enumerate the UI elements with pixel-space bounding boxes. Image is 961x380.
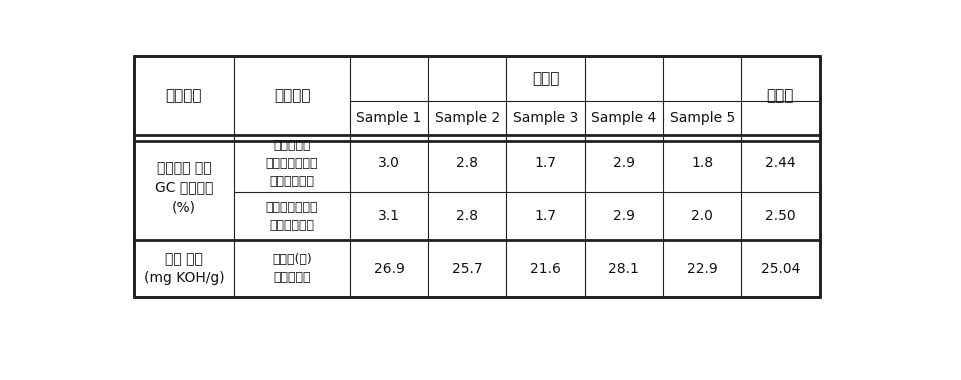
Text: Sample 3: Sample 3 (512, 111, 578, 125)
Text: 평균값: 평균값 (766, 88, 793, 103)
Text: Sample 1: Sample 1 (356, 111, 421, 125)
Text: 1.8: 1.8 (690, 157, 712, 170)
Text: 한국화학연구원
화학분석센터: 한국화학연구원 화학분석센터 (265, 201, 318, 231)
Text: 2.9: 2.9 (612, 209, 634, 223)
Text: Sample 5: Sample 5 (669, 111, 734, 125)
Bar (134, 56, 819, 297)
Text: 2.9: 2.9 (612, 157, 634, 170)
Text: 1.7: 1.7 (534, 157, 556, 170)
Text: 분석치: 분석치 (531, 71, 558, 86)
Text: 26.9: 26.9 (373, 262, 404, 276)
Text: 아크릴산 함량
GC 정량분석
(%): 아크릴산 함량 GC 정량분석 (%) (155, 161, 213, 214)
Text: 2.8: 2.8 (456, 209, 478, 223)
Text: 1.7: 1.7 (534, 209, 556, 223)
Text: Sample 4: Sample 4 (591, 111, 655, 125)
Text: 분석기관: 분석기관 (274, 88, 310, 103)
Text: 25.04: 25.04 (760, 262, 800, 276)
Text: Sample 2: Sample 2 (434, 111, 500, 125)
Text: 2.44: 2.44 (764, 157, 795, 170)
Text: 2.8: 2.8 (456, 157, 478, 170)
Text: 산가 분석
(mg KOH/g): 산가 분석 (mg KOH/g) (143, 252, 224, 285)
Text: 28.1: 28.1 (607, 262, 639, 276)
Text: 한밝대학교
화학소재상용화
지역혁신센터: 한밝대학교 화학소재상용화 지역혁신센터 (265, 139, 318, 188)
Text: 2.50: 2.50 (764, 209, 795, 223)
Text: 25.7: 25.7 (452, 262, 482, 276)
Text: 3.1: 3.1 (378, 209, 400, 223)
Text: 분석항목: 분석항목 (165, 88, 202, 103)
Text: 21.6: 21.6 (530, 262, 560, 276)
Text: 22.9: 22.9 (686, 262, 717, 276)
Text: 이지식(주)
기술연구소: 이지식(주) 기술연구소 (272, 253, 311, 284)
Text: 3.0: 3.0 (378, 157, 400, 170)
Text: 2.0: 2.0 (691, 209, 712, 223)
